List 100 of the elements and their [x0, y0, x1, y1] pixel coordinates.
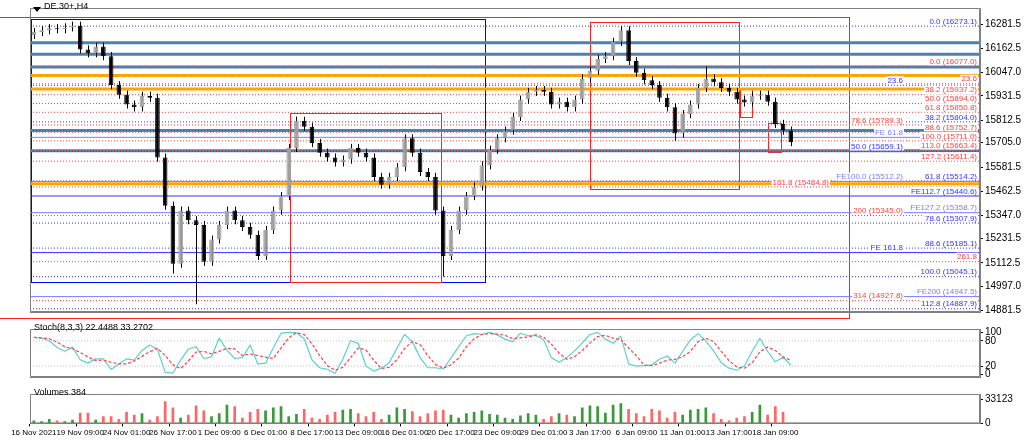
chart-title: Volumes 384 [34, 387, 87, 397]
x-tick-label: 18 Jan 09:00 [752, 428, 799, 438]
bar [47, 419, 51, 423]
candlestick [549, 87, 554, 110]
ref-line-label: 113.0 (15663.4) [921, 141, 978, 151]
bar [565, 414, 569, 423]
annotation: 23.6 [887, 75, 904, 85]
bar [71, 419, 74, 423]
x-tick-label: 11 Jan 01:00 [659, 428, 707, 438]
bar [441, 409, 445, 423]
bar [102, 416, 105, 423]
bar [549, 416, 553, 423]
candlestick [518, 95, 523, 122]
candlestick [263, 225, 268, 261]
bar [78, 412, 82, 423]
candlestick [348, 143, 353, 165]
y-tick-label: 14997.0 [985, 280, 1022, 292]
ref-line-label: FE 61.8 [874, 128, 904, 138]
bar [217, 413, 221, 423]
ref-line-label: 38.2 (15804.0) [924, 112, 978, 122]
bar [403, 409, 406, 423]
candlestick [595, 54, 600, 76]
y-tick-label: 33123 [985, 393, 1014, 405]
ref-line-label: 61.8 (15850.8) [924, 103, 978, 112]
bar [372, 411, 376, 423]
ref-line-label: 0.0 (16273.1) [929, 16, 978, 26]
bar [689, 409, 692, 423]
bar [580, 407, 584, 423]
x-tick-label: 1 Dec 09:00 [197, 428, 242, 438]
bar [287, 416, 291, 423]
bar [465, 413, 468, 423]
bar [735, 417, 739, 423]
bar [380, 419, 383, 423]
y-tick-label: 0 [985, 417, 991, 429]
bar [495, 414, 499, 423]
bar [712, 413, 715, 423]
ref-line-label: FE112.7 (15440.6) [910, 186, 978, 196]
bar [604, 412, 607, 423]
bar [750, 411, 754, 423]
bar [163, 401, 167, 423]
bar [511, 419, 515, 423]
ref-line-label: FE200 (14947.5) [916, 287, 978, 297]
candlestick [494, 133, 500, 155]
bar [766, 414, 769, 423]
annotation: 261.8 [956, 252, 978, 262]
bar [542, 419, 545, 423]
ref-line-label: FE127.2 (15358.7) [910, 203, 978, 213]
ref-line-label: 50.0 (15894.0) [924, 94, 978, 104]
ref-line-label: 161.8 (15484.8) [772, 177, 830, 187]
candlestick [510, 112, 516, 136]
bar [650, 409, 654, 423]
ref-line-label: 314 (14927.8) [853, 291, 904, 301]
ref-line-label: 38.2 (15937.2) [924, 85, 978, 95]
bar [573, 416, 576, 423]
y-tick-label: 15705.0 [985, 135, 1022, 147]
bar [627, 409, 630, 423]
bar [519, 415, 522, 423]
x-tick-label: 3 Jan 17:00 [569, 428, 612, 438]
bar [117, 419, 121, 423]
y-tick-label: 15231.5 [985, 232, 1022, 244]
ref-line-label: 88.6 (15185.1) [924, 238, 978, 248]
candlestick [579, 73, 585, 105]
bar [210, 416, 213, 423]
bar [719, 419, 723, 423]
bar [271, 407, 275, 423]
ref-line-label: FE100.0 (15512.2) [836, 172, 904, 182]
ref-line-label: 78.6 (15307.9) [924, 213, 978, 223]
candlestick [633, 56, 639, 78]
x-tick-label: 6 Jan 09:00 [615, 428, 658, 438]
bar [410, 411, 414, 423]
bar [457, 417, 461, 423]
y-tick-label: 14881.5 [985, 303, 1022, 315]
ref-line-label: 78.6 (15789.3) [850, 115, 904, 125]
candlestick [703, 65, 709, 93]
ref-line-label: 0.0 (16077.0) [929, 56, 978, 66]
bar [665, 417, 669, 423]
candlestick [216, 220, 222, 245]
bar [156, 416, 159, 423]
y-tick-label: 15931.5 [985, 89, 1022, 101]
bar [179, 417, 182, 423]
bar [318, 419, 321, 423]
bar [241, 417, 244, 423]
bar [148, 419, 152, 423]
bar [264, 410, 267, 423]
candlestick [788, 126, 794, 147]
candlestick [464, 191, 469, 216]
bar [356, 413, 360, 423]
bar [434, 410, 437, 423]
candlestick [456, 206, 461, 235]
bar [302, 409, 306, 423]
x-tick-label: 6 Dec 01:00 [244, 428, 288, 438]
candlestick [773, 97, 778, 129]
bar [743, 416, 746, 423]
candlestick [657, 80, 662, 103]
bar [341, 409, 345, 423]
ref-line-label: 112.8 (14887.9) [921, 299, 978, 309]
chart-title: DE.30+,H4 [44, 1, 89, 11]
candlestick [209, 234, 214, 267]
ref-line-label: 100.0 (15045.1) [920, 267, 978, 277]
bar [132, 414, 136, 423]
